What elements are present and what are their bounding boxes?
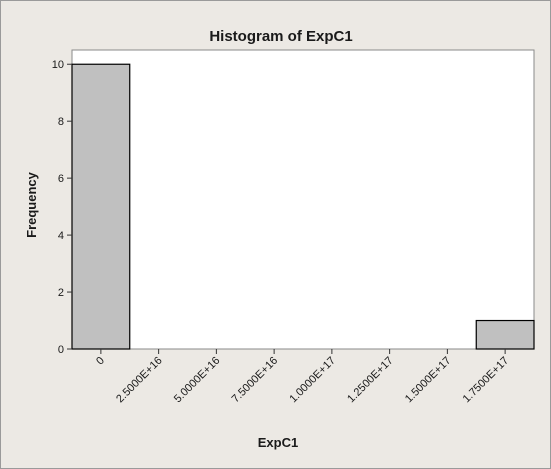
x-tick-label-2: 5.0000E+16 xyxy=(172,355,223,406)
y-tick-label-2: 4 xyxy=(58,230,64,242)
x-tick-label-0: 0 xyxy=(94,355,107,368)
y-tick-label-1: 2 xyxy=(58,287,64,299)
y-axis: 0 2 4 6 8 10 xyxy=(52,59,72,356)
chart-title: Histogram of ExpC1 xyxy=(209,28,352,45)
bars-group xyxy=(71,63,535,350)
x-axis: 0 2.5000E+16 5.0000E+16 7.5000E+16 1.0000E+1… xyxy=(94,349,511,405)
x-tick-label-5: 1.2500E+17 xyxy=(345,355,396,406)
histogram-bar-0 xyxy=(71,63,131,350)
histogram-bar-1 xyxy=(475,319,535,350)
x-tick-label-7: 1.7500E+17 xyxy=(461,355,512,406)
plot-area xyxy=(71,49,535,350)
y-tick-label-5: 10 xyxy=(52,59,64,71)
x-tick-label-1: 2.5000E+16 xyxy=(114,355,165,406)
x-tick-label-4: 1.0000E+17 xyxy=(287,355,338,406)
y-tick-label-3: 6 xyxy=(58,173,64,185)
y-tick-label-0: 0 xyxy=(58,344,64,356)
x-axis-label: ExpC1 xyxy=(258,435,298,450)
x-tick-label-3: 7.5000E+16 xyxy=(230,355,281,406)
y-axis-label: Frequency xyxy=(24,171,39,238)
y-tick-label-4: 8 xyxy=(58,116,64,128)
x-tick-label-6: 1.5000E+17 xyxy=(403,355,454,406)
